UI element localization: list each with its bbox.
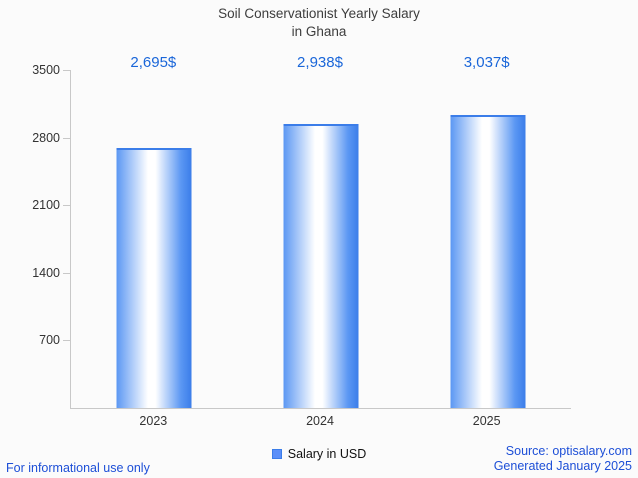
- legend-marker-icon: [271, 449, 282, 459]
- chart-title-line2: in Ghana: [291, 24, 347, 40]
- chart-title-line1: Soil Conservationist Yearly Salary: [218, 6, 420, 21]
- y-tick-mark: [63, 272, 71, 274]
- y-tick-mark: [63, 70, 71, 71]
- x-axis-label-2024: 2024: [306, 414, 334, 428]
- value-label-2025: 3,037$: [463, 54, 510, 71]
- y-tick-mark: [63, 205, 71, 207]
- bar-2024: [283, 124, 359, 408]
- bar-2025: [450, 114, 526, 408]
- legend: Salary in USD: [0, 447, 638, 461]
- y-tick-mark: [63, 340, 71, 342]
- generated-text: Generated January 2025: [493, 459, 632, 474]
- source-block: Source: optisalary.com Generated January…: [494, 444, 632, 475]
- value-label-2023: 2,695$: [130, 54, 177, 71]
- legend-label: Salary in USD: [287, 447, 367, 461]
- y-tick-label-3500: 3500: [32, 63, 60, 77]
- y-tick-label-700: 700: [39, 333, 60, 348]
- disclaimer-text: For informational use only: [6, 461, 150, 475]
- y-tick-label-2100: 2100: [32, 198, 60, 213]
- x-axis-label-2025: 2025: [472, 414, 501, 428]
- y-tick-mark: [63, 137, 71, 139]
- value-label-2024: 2,938$: [297, 54, 343, 71]
- bar-2023: [116, 147, 192, 408]
- source-text: Source: optisalary.com: [505, 443, 632, 458]
- chart-title: Soil Conservationist Yearly Salary in Gh…: [0, 5, 638, 41]
- y-tick-label-2800: 2800: [32, 130, 60, 145]
- plot-area: [63, 70, 571, 409]
- y-tick-label-1400: 1400: [32, 265, 60, 280]
- x-axis-label-2023: 2023: [139, 414, 168, 428]
